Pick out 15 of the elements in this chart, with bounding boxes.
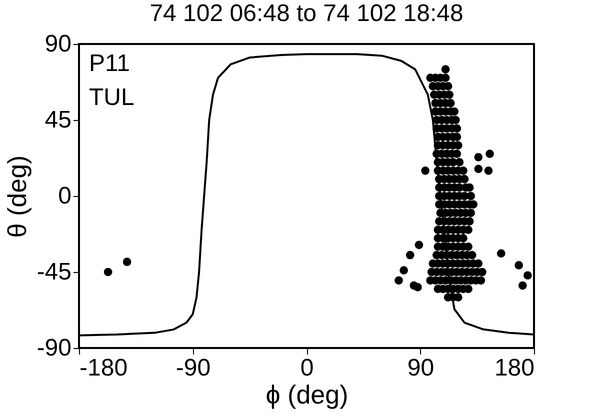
y-axis-title: θ (deg) [2,155,32,238]
annotation: TUL [89,84,134,111]
x-tick-label: 90 [407,354,434,382]
y-tick-label: -45 [36,258,72,286]
y-tick-label: -90 [36,334,72,362]
x-axis-title: ϕ (deg) [266,380,348,410]
annotation: P11 [89,50,130,77]
x-tick-label: -90 [176,354,211,382]
x-tick-label: 0 [300,354,314,382]
x-tick-label: 180 [494,354,534,382]
chart-title: 74 102 06:48 to 74 102 18:48 [150,0,464,27]
y-tick-label: 90 [44,30,72,58]
y-tick-label: 45 [44,106,72,134]
y-tick-label: 0 [58,182,72,210]
x-tick-label: -180 [80,354,128,382]
